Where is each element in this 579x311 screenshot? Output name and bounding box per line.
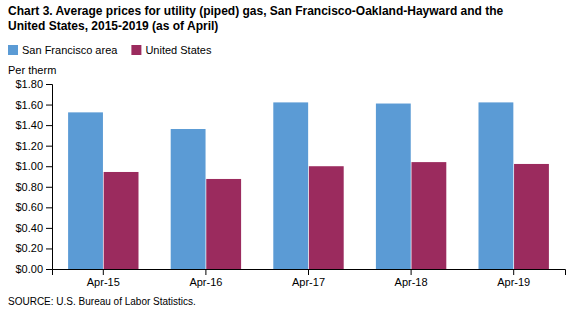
y-tick: $0.60 <box>15 201 52 213</box>
y-tick-label: $1.20 <box>15 140 43 152</box>
y-tick-mark <box>46 146 52 147</box>
y-tick-label: $0.20 <box>15 242 43 254</box>
y-tick-mark <box>46 105 52 106</box>
x-tick-label: Apr-17 <box>292 276 325 288</box>
x-tick-mark <box>308 269 309 275</box>
x-tick-mark <box>205 269 206 275</box>
chart: Chart 3. Average prices for utility (pip… <box>0 0 579 311</box>
bar <box>514 164 549 269</box>
subtitle: United States, 2015-2019 (as of April) <box>8 19 218 33</box>
annotation: SOURCE: U.S. Bureau of Labor Statistics. <box>8 296 196 307</box>
x-tick-label: Apr-18 <box>395 276 428 288</box>
bar <box>411 162 446 269</box>
y-tick: $0.20 <box>15 242 52 254</box>
y-tick: $0.40 <box>15 222 52 234</box>
y-tick: $1.20 <box>15 140 52 152</box>
x-tick-label: Apr-15 <box>87 276 120 288</box>
x-axis: Apr-15 Apr-16 Apr-17 Apr-18 Apr-19 <box>53 269 566 288</box>
y-tick: $1.40 <box>15 119 52 131</box>
x-tick-mark <box>103 269 104 275</box>
y-tick-label: $0.00 <box>15 263 43 275</box>
legend-label: United States <box>145 44 212 56</box>
x-tick: Apr-17 <box>292 269 325 288</box>
y-tick-mark <box>46 187 52 188</box>
y-tick: $1.60 <box>15 99 52 111</box>
y-tick-label: $0.40 <box>15 222 43 234</box>
legend-item: San Francisco area <box>8 44 118 56</box>
y-axis-label: Per therm <box>8 64 56 76</box>
legend-swatch <box>131 45 141 55</box>
x-tick: Apr-15 <box>87 269 120 288</box>
y-tick-label: $1.40 <box>15 119 43 131</box>
x-tick-label: Apr-16 <box>189 276 222 288</box>
legend: San Francisco area United States <box>8 44 212 56</box>
bar <box>309 166 344 269</box>
y-tick-label: $1.00 <box>15 160 43 172</box>
y-tick-mark <box>46 207 52 208</box>
legend-label: San Francisco area <box>22 44 118 56</box>
bar-series <box>68 102 513 269</box>
y-tick: $1.00 <box>15 160 52 172</box>
x-tick: Apr-16 <box>189 269 222 288</box>
y-tick-mark <box>46 84 52 85</box>
y-tick-mark <box>46 125 52 126</box>
bar <box>376 104 411 269</box>
bar <box>171 129 206 269</box>
y-tick: $0.80 <box>15 181 52 193</box>
plot: $0.00 $0.20 $0.40 $0.60 $0.80 $1.00 $1.20 $1.40… <box>15 78 565 288</box>
y-tick-label: $1.80 <box>15 78 43 90</box>
legend-swatch <box>8 45 18 55</box>
y-tick-mark <box>46 166 52 167</box>
x-axis-line <box>53 270 566 276</box>
y-axis-line <box>46 85 53 270</box>
legend-item: United States <box>131 44 212 56</box>
y-tick-label: $0.60 <box>15 201 43 213</box>
x-tick-label: Apr-19 <box>497 276 530 288</box>
bar-series <box>104 162 549 269</box>
x-tick-mark <box>513 269 514 275</box>
x-tick: Apr-19 <box>497 269 530 288</box>
y-tick: $1.80 <box>15 78 52 90</box>
x-tick: Apr-18 <box>395 269 428 288</box>
title: Chart 3. Average prices for utility (pip… <box>8 4 504 18</box>
bar <box>206 179 241 269</box>
bar <box>68 112 103 269</box>
y-tick-mark <box>46 248 52 249</box>
bars <box>68 102 549 269</box>
bar <box>479 102 514 269</box>
y-axis: $0.00 $0.20 $0.40 $0.60 $0.80 $1.00 $1.20 $1.40… <box>15 78 52 275</box>
bar <box>104 172 139 269</box>
y-tick-mark <box>46 228 52 229</box>
x-tick-mark <box>411 269 412 275</box>
y-tick-mark <box>46 269 52 270</box>
y-tick: $0.00 <box>15 263 52 275</box>
y-tick-label: $0.80 <box>15 181 43 193</box>
y-tick-label: $1.60 <box>15 99 43 111</box>
bar <box>273 102 308 269</box>
